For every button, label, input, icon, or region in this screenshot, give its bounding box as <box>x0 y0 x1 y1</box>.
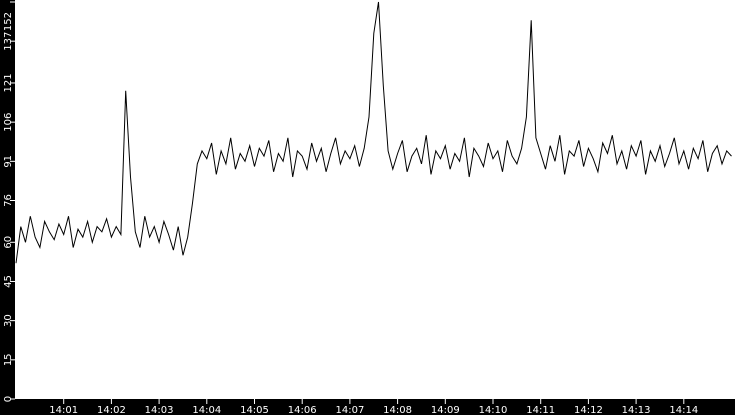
x-tick-label: 14:09 <box>431 405 460 415</box>
x-tick-label: 14:05 <box>240 405 269 415</box>
y-tick-label: 45 <box>3 275 14 288</box>
y-tick-label: 0 <box>3 396 14 402</box>
x-tick-label: 14:12 <box>574 405 603 415</box>
x-tick-label: 14:02 <box>97 405 126 415</box>
plot-area <box>15 0 735 399</box>
x-tick-label: 14:11 <box>526 405 555 415</box>
x-tick-label: 14:04 <box>192 405 221 415</box>
y-tick-label: 76 <box>3 194 14 207</box>
x-tick-label: 14:07 <box>335 405 364 415</box>
x-tick-label: 14:03 <box>145 405 174 415</box>
series-line <box>15 1 732 264</box>
x-tick-label: 14:08 <box>383 405 412 415</box>
x-tick-label: 14:01 <box>49 405 78 415</box>
x-tick-label: 14:14 <box>669 405 698 415</box>
x-axis: 14:01 14:02 14:03 14:04 14:05 14:06 14:07 14:08… <box>49 399 698 415</box>
x-tick-label: 14:13 <box>622 405 651 415</box>
y-tick-label: 152 <box>3 12 14 31</box>
x-tick-label: 14:06 <box>288 405 317 415</box>
x-tick-label: 14:10 <box>479 405 508 415</box>
y-tick-label: 137 <box>3 32 14 51</box>
y-tick-label: 60 <box>3 236 14 249</box>
y-tick-label: 15 <box>3 353 14 366</box>
y-tick-label: 91 <box>3 155 14 168</box>
y-tick-label: 106 <box>3 113 14 132</box>
y-tick-label: 121 <box>3 73 14 92</box>
y-tick-label: 30 <box>3 314 14 327</box>
